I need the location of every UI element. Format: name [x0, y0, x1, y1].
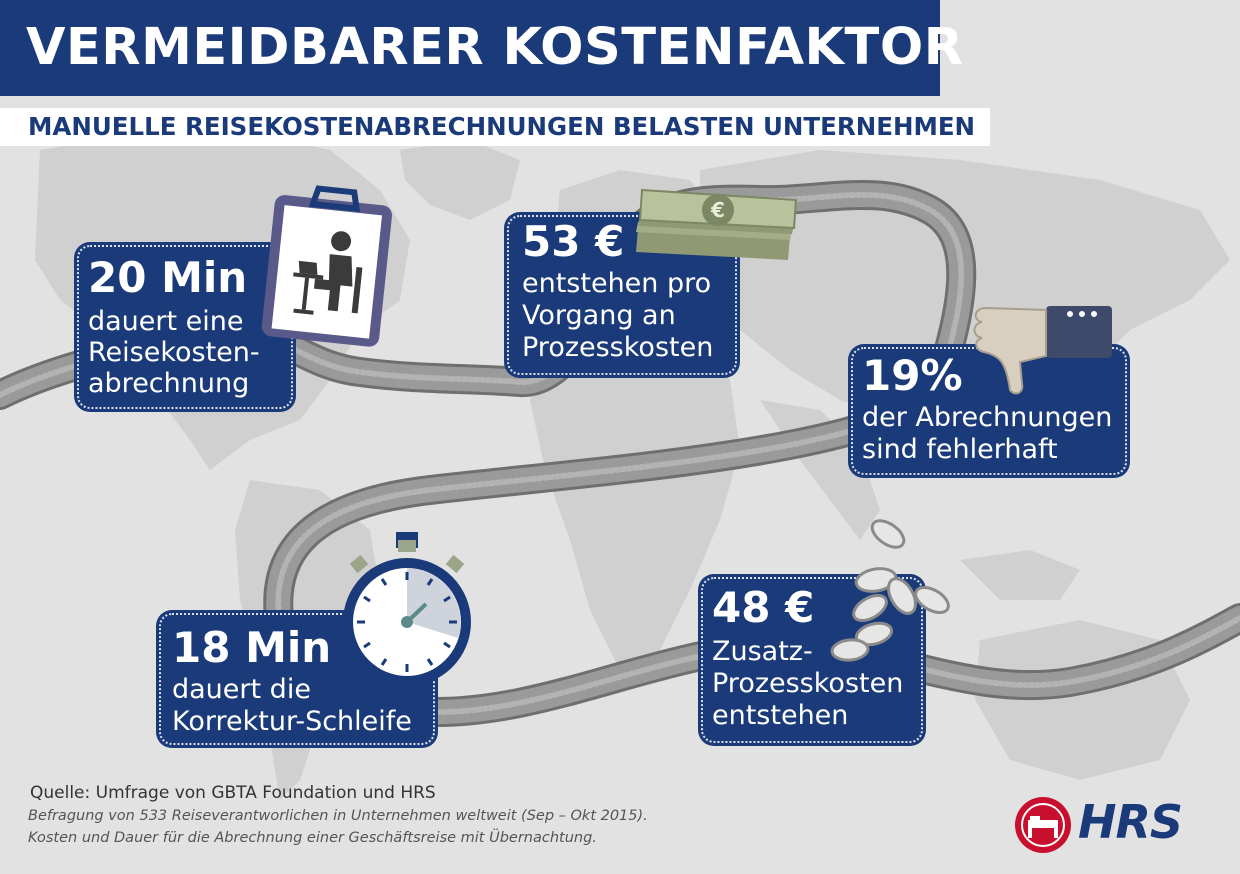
stat-description-line: sind fehlerhaft — [862, 434, 1058, 465]
svg-text:€: € — [710, 198, 725, 222]
stat-description-line: Vorgang an — [522, 300, 676, 331]
euro-banknote-stack-icon: € — [636, 188, 798, 260]
stat-description-line: Zusatz- — [712, 636, 813, 667]
stat-description-line: der Abrechnungen — [862, 402, 1113, 433]
stat-value: 19% — [862, 351, 963, 400]
stat-value: 18 Min — [172, 623, 332, 672]
stopwatch-icon — [343, 532, 471, 686]
hrs-bed-logo-icon — [1015, 797, 1071, 853]
stat-value: 20 Min — [88, 253, 248, 302]
stat-description-line: entstehen — [712, 700, 849, 731]
stat-card-duration: 20 Min dauert eine Reisekosten- abrechnu… — [74, 242, 296, 412]
stat-card-additional-cost: 48 € Zusatz- Prozesskosten entstehen — [698, 574, 926, 746]
stat-value: 48 € — [712, 583, 815, 632]
page-title: VERMEIDBARER KOSTENFAKTOR — [26, 18, 964, 77]
coins-icon — [830, 519, 950, 662]
stat-description-line: dauert eine — [88, 306, 244, 337]
stat-description-line: entstehen pro — [522, 268, 712, 299]
stat-description-line: Reisekosten- — [88, 337, 260, 368]
survey-note-line: Kosten und Dauer für die Abrechnung eine… — [28, 830, 597, 846]
thumbs-down-icon — [973, 306, 1112, 395]
stat-description-line: Korrektur-Schleife — [172, 706, 412, 737]
page-subtitle: MANUELLE REISEKOSTENABRECHNUNGEN BELASTE… — [28, 112, 976, 141]
stat-description-line: Prozesskosten — [522, 332, 714, 363]
clipboard-person-laptop-icon — [261, 185, 393, 347]
source-line: Quelle: Umfrage von GBTA Foundation und … — [30, 783, 436, 803]
subtitle-banner: MANUELLE REISEKOSTENABRECHNUNGEN BELASTE… — [0, 108, 990, 146]
survey-note-line: Befragung von 533 Reiseverantworlichen i… — [28, 808, 648, 824]
stat-description-line: Prozesskosten — [712, 668, 904, 699]
stat-card-process-cost: 53 € entstehen pro Vorgang an Prozesskos… — [504, 212, 740, 378]
stat-value: 53 € — [522, 217, 625, 266]
hrs-logo-text: HRS — [1078, 795, 1183, 849]
stat-description-line: abrechnung — [88, 368, 250, 399]
stat-description-line: dauert die — [172, 674, 311, 705]
stat-card-error-rate: 19% der Abrechnungen sind fehlerhaft — [848, 344, 1130, 478]
title-banner: VERMEIDBARER KOSTENFAKTOR — [0, 0, 963, 96]
